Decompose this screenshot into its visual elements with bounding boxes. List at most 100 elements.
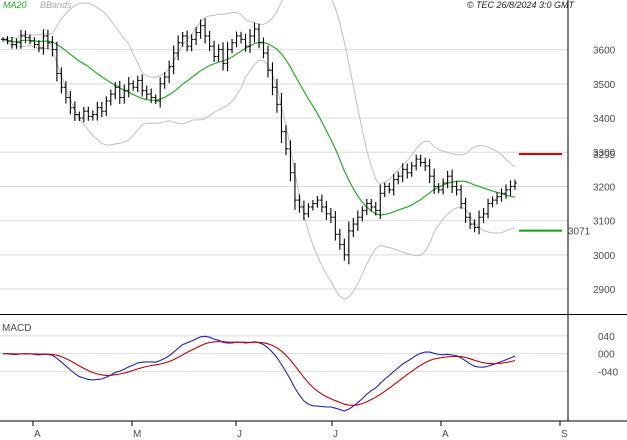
ohlc-bar (279, 93, 284, 144)
ohlc-bar (351, 217, 356, 238)
ohlc-bar (50, 36, 55, 57)
ohlc-bar (135, 75, 140, 92)
ohlc-bar (221, 42, 226, 71)
ohlc-bar (499, 188, 504, 202)
ohlc-bar (9, 36, 14, 49)
ohlc-bar (216, 44, 221, 62)
ohlc-bar (315, 195, 320, 208)
ohlc-bar (95, 101, 100, 121)
price-tick-label: 3200 (593, 182, 616, 193)
macd-tick-label: -040 (598, 367, 618, 378)
ohlc-bar (86, 106, 91, 121)
ohlc-bar (104, 96, 109, 116)
ohlc-bar (1, 37, 5, 42)
price-tick-label: 3600 (593, 46, 616, 57)
price-tick-label: 3100 (593, 217, 616, 228)
ohlc-bar (54, 41, 59, 82)
ohlc-bar (243, 33, 248, 52)
chart-header: MA20 BBands © TEC 26/8/2024 3:0 GMT (3, 0, 575, 10)
ohlc-bar (495, 192, 500, 205)
price-tick-label: 3300 (593, 148, 616, 159)
ohlc-bar (337, 229, 342, 250)
ohlc-bar (32, 37, 37, 49)
ohlc-bar (319, 194, 324, 213)
ohlc-bar (117, 80, 122, 104)
ohlc-bar (131, 80, 136, 91)
support-resistance-levels: 3295 3071 (519, 150, 616, 238)
ohlc-bar (396, 171, 401, 185)
ohlc-bar (23, 30, 28, 44)
ohlc-bar (427, 158, 432, 184)
resistance-label: 3295 (593, 150, 616, 161)
ohlc-bar (454, 180, 459, 196)
ohlc-bar (261, 37, 266, 59)
ohlc-bar (306, 203, 311, 218)
price-gridlines (0, 49, 568, 290)
ohlc-bar (140, 74, 145, 97)
month-label: A (442, 429, 449, 440)
ohlc-bar (508, 180, 513, 196)
ohlc-bar (378, 184, 383, 220)
ohlc-bar (355, 210, 360, 231)
ohlc-bar (122, 84, 127, 104)
ohlc-bar (504, 184, 509, 199)
ohlc-bar (63, 81, 68, 104)
ohlc-bar (144, 85, 149, 100)
price-axis-labels: 3600 3500 3400 3300 3200 3100 3000 2900 (593, 46, 616, 296)
ohlc-bar (418, 154, 423, 167)
ohlc-bar (432, 168, 437, 194)
ohlc-bar (153, 94, 158, 104)
ohlc-bar (324, 200, 329, 220)
ohlc-bar (490, 196, 495, 208)
legend-bbands: BBands (40, 0, 72, 10)
support-label: 3071 (568, 227, 591, 238)
ohlc-bar (333, 211, 338, 241)
ohlc-bar (194, 26, 199, 46)
ohlc-bar (459, 184, 464, 209)
price-tick-label: 2900 (593, 285, 616, 296)
ohlc-bar (382, 182, 387, 198)
ohlc-bar (162, 72, 167, 89)
ohlc-bar (364, 198, 369, 216)
ohlc-bar (203, 18, 208, 44)
macd-tick-label: 040 (598, 332, 615, 343)
ohlc-bar (270, 62, 275, 96)
ohlc-bar (59, 67, 64, 94)
ohlc-bar (176, 35, 181, 61)
ohlc-bar (41, 29, 46, 55)
ohlc-bar (126, 77, 131, 98)
macd-line (2, 335, 516, 412)
ohlc-bar (369, 199, 374, 212)
ohlc-bar (18, 29, 23, 49)
macd-panel: 040 000 -040 (0, 332, 618, 412)
ohlc-bar (301, 200, 306, 221)
ohlc-bar (310, 199, 315, 211)
ohlc-bar (27, 34, 32, 45)
ohlc-bar (158, 77, 163, 108)
ohlc-bar (274, 78, 279, 113)
month-label: M (133, 429, 141, 440)
ohlc-bar (342, 238, 347, 261)
ohlc-bar (436, 183, 441, 194)
ohlc-bar (36, 40, 41, 53)
ohlc-bar (189, 34, 194, 52)
ohlc-bar (463, 197, 468, 224)
month-label: A (34, 429, 41, 440)
month-label: J (237, 429, 242, 440)
ohlc-bar (373, 201, 378, 216)
ohlc-bar (391, 173, 396, 196)
ohlc-bar (360, 206, 365, 222)
ohlc-bar (149, 88, 154, 104)
ohlc-bar (212, 40, 217, 62)
ohlc-bar (283, 125, 288, 156)
ohlc-bar (292, 162, 297, 210)
ohlc-bar (14, 38, 19, 49)
ohlc-bar (423, 157, 428, 171)
month-label: J (333, 429, 338, 440)
ohlc-bar (68, 90, 73, 115)
ohlc-bar (72, 101, 77, 122)
ohlc-bar (45, 29, 50, 49)
ohlc-bar (185, 30, 190, 52)
